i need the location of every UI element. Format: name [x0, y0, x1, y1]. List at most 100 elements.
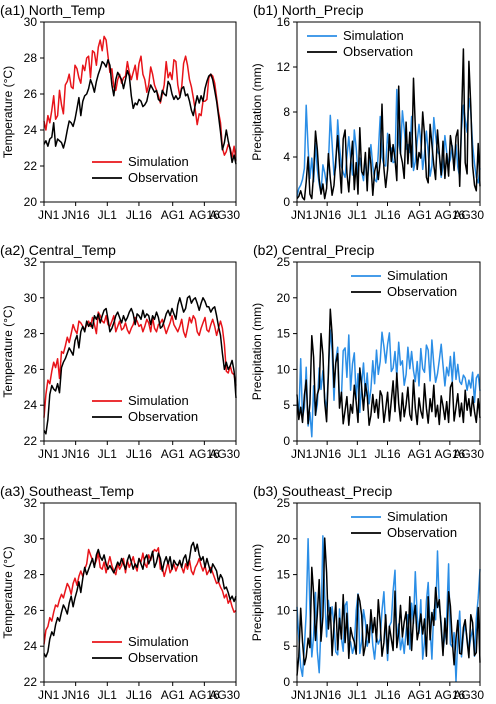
panel-southeast-precip-xtick-label: AG30 — [453, 688, 484, 702]
panel-southeast-temp-ytick-label: 22 — [24, 675, 38, 689]
panel-central-temp-ytick-label: 32 — [24, 255, 38, 269]
panel-central-temp-xtick-label: AG30 — [209, 447, 240, 461]
panel-north-precip-series-observation — [296, 48, 481, 201]
panel-north-temp-ytick-label: 30 — [24, 15, 38, 29]
panel-north-temp-legend-label-observation: Observation — [128, 170, 198, 185]
panel-central-temp-ytick-label: 28 — [24, 327, 38, 341]
panel-southeast-precip-ytick-label: 25 — [277, 496, 291, 510]
panel-north-temp-xtick-label: AG16 — [189, 208, 220, 222]
panel-southeast-temp-frame — [43, 502, 237, 683]
panel-central-temp-ytick-label: 26 — [24, 362, 38, 376]
panel-central-precip-xtick-label: JN16 — [313, 447, 341, 461]
panel-north-precip-xtick-label: JL16 — [374, 208, 400, 222]
panel-north-precip-xtick-label: AG16 — [434, 208, 465, 222]
panel-north-temp-xtick-label: JL16 — [126, 208, 152, 222]
panel-central-precip-xtick-label: AG16 — [434, 447, 465, 461]
panel-central-temp-xtick-label: JL16 — [126, 447, 152, 461]
panel-central-temp-legend-label-observation: Observation — [128, 409, 198, 424]
panel-central-temp-chart: (a2) Central_Temp Temperature (°C) 22 24 26 2… — [0, 242, 240, 461]
panel-north-precip-xtick-label: AG1 — [408, 208, 432, 222]
panel-southeast-temp-ytick-label: 26 — [24, 603, 38, 617]
panel-north-temp-ytick-label: 28 — [24, 51, 38, 65]
panel-central-precip-title: (b2) Central_Precip — [253, 242, 375, 258]
panel-southeast-precip-series-observation — [296, 537, 481, 676]
panel-north-precip-xtick-label: JN1 — [291, 208, 313, 222]
panel-southeast-temp-ylabel: Temperature (°C) — [1, 546, 15, 638]
panel-southeast-temp-legend-label-observation: Observation — [128, 650, 198, 665]
panel-southeast-precip-ylabel: Precipitation (mm) — [250, 544, 264, 641]
panel-southeast-precip-xtick-label: AG1 — [408, 688, 432, 702]
panel-central-precip-legend-label-simulation: Simulation — [387, 268, 448, 283]
panel-southeast-precip-ytick-label: 10 — [277, 603, 291, 617]
panel-central-precip-xtick-label: AG1 — [408, 447, 432, 461]
panel-southeast-temp-xtick-label: AG1 — [161, 688, 185, 702]
panel-southeast-precip-xtick-label: JN16 — [313, 688, 341, 702]
panel-southeast-precip-legend-label-observation: Observation — [387, 525, 457, 540]
panel-southeast-precip-ytick-label: 5 — [283, 639, 290, 653]
panel-north-precip-frame — [296, 21, 481, 203]
panel-north-temp-title: (a1) North_Temp — [0, 2, 105, 18]
panel-north-temp-xtick-label: AG30 — [209, 208, 240, 222]
panel-north-temp-ytick-label: 24 — [24, 123, 38, 137]
panel-north-precip-ytick-label: 16 — [277, 15, 291, 29]
panel-north-precip-ylabel: Precipitation (mm) — [250, 63, 264, 160]
panel-central-precip-ytick-label: 20 — [277, 291, 291, 305]
panel-north-temp-series-observation — [43, 59, 237, 165]
panel-central-precip-ytick-label: 0 — [283, 434, 290, 448]
panel-north-temp-xtick-label: JN1 — [38, 208, 60, 222]
panel-central-precip-ytick-label: 15 — [277, 327, 291, 341]
panel-central-temp-xtick-label: JN1 — [38, 447, 60, 461]
panel-central-temp-xtick-label: AG16 — [189, 447, 220, 461]
panel-central-temp-ytick-label: 22 — [24, 434, 38, 448]
panel-central-temp-xtick-label: AG1 — [161, 447, 185, 461]
panel-central-precip-ylabel: Precipitation (mm) — [250, 303, 264, 400]
panel-north-precip-xtick-label: JN16 — [313, 208, 341, 222]
panel-central-temp-legend-label-simulation: Simulation — [128, 393, 189, 408]
panel-central-temp-title: (a2) Central_Temp — [0, 242, 116, 258]
panel-southeast-temp-xtick-label: JL16 — [126, 688, 152, 702]
panel-southeast-temp-xtick-label: JL1 — [98, 688, 118, 702]
panel-central-temp-frame — [43, 261, 237, 442]
panel-central-precip-ytick-label: 25 — [277, 255, 291, 269]
panel-central-temp-series-observation — [43, 295, 237, 435]
panel-central-temp-xtick-label: JN16 — [62, 447, 90, 461]
panel-southeast-temp-chart: (a3) Southeast_Temp Temperature (°C) 22 24 2… — [0, 483, 240, 702]
panel-southeast-temp-ytick-label: 28 — [24, 568, 38, 582]
panel-north-temp-ylabel: Temperature (°C) — [1, 66, 15, 158]
panel-southeast-precip-ytick-label: 15 — [277, 568, 291, 582]
panel-southeast-temp-ytick-label: 32 — [24, 496, 38, 510]
panel-central-temp-ytick-label: 24 — [24, 398, 38, 412]
panel-north-temp-xtick-label: JL1 — [98, 208, 118, 222]
panel-southeast-precip-legend-label-simulation: Simulation — [387, 509, 448, 524]
panel-north-precip-legend-label-simulation: Simulation — [343, 28, 404, 43]
panel-southeast-temp-legend-label-simulation: Simulation — [128, 634, 189, 649]
panel-southeast-precip-xtick-label: AG16 — [434, 688, 465, 702]
panel-central-precip-ytick-label: 10 — [277, 362, 291, 376]
panel-southeast-temp-xtick-label: AG30 — [209, 688, 240, 702]
panel-north-precip-chart: (b1) North_Precip Precipitation (mm) 0 4 8 12… — [250, 2, 484, 222]
panel-north-precip-legend-label-observation: Observation — [343, 44, 413, 59]
panel-central-temp-ylabel: Temperature (°C) — [1, 305, 15, 397]
panel-north-temp-xtick-label: JN16 — [62, 208, 90, 222]
panel-north-temp-ytick-label: 22 — [24, 159, 38, 173]
panel-central-precip-xtick-label: JL16 — [374, 447, 400, 461]
panel-southeast-precip-frame — [296, 502, 481, 683]
panel-north-temp-ytick-label: 20 — [24, 195, 38, 209]
panel-north-temp-frame — [43, 21, 237, 203]
panel-southeast-precip-xtick-label: JL1 — [348, 688, 368, 702]
panel-north-temp-ytick-label: 26 — [24, 87, 38, 101]
panel-central-temp-series-simulation — [43, 311, 237, 418]
panel-north-precip-title: (b1) North_Precip — [253, 2, 364, 18]
panel-north-precip-xtick-label: JL1 — [348, 208, 368, 222]
panel-central-precip-frame — [296, 261, 481, 442]
panel-central-temp-ytick-label: 30 — [24, 291, 38, 305]
panel-central-precip-xtick-label: AG30 — [453, 447, 484, 461]
panel-central-precip-xtick-label: JN1 — [291, 447, 313, 461]
panel-southeast-precip-xtick-label: JL16 — [374, 688, 400, 702]
panel-north-precip-ytick-label: 4 — [283, 150, 290, 164]
panel-southeast-precip-ytick-label: 0 — [283, 675, 290, 689]
panel-southeast-temp-ytick-label: 24 — [24, 639, 38, 653]
panel-central-precip-chart: (b2) Central_Precip Precipitation (mm) 0 5 1… — [250, 242, 484, 461]
panel-southeast-precip-title: (b3) Southeast_Precip — [253, 483, 393, 499]
